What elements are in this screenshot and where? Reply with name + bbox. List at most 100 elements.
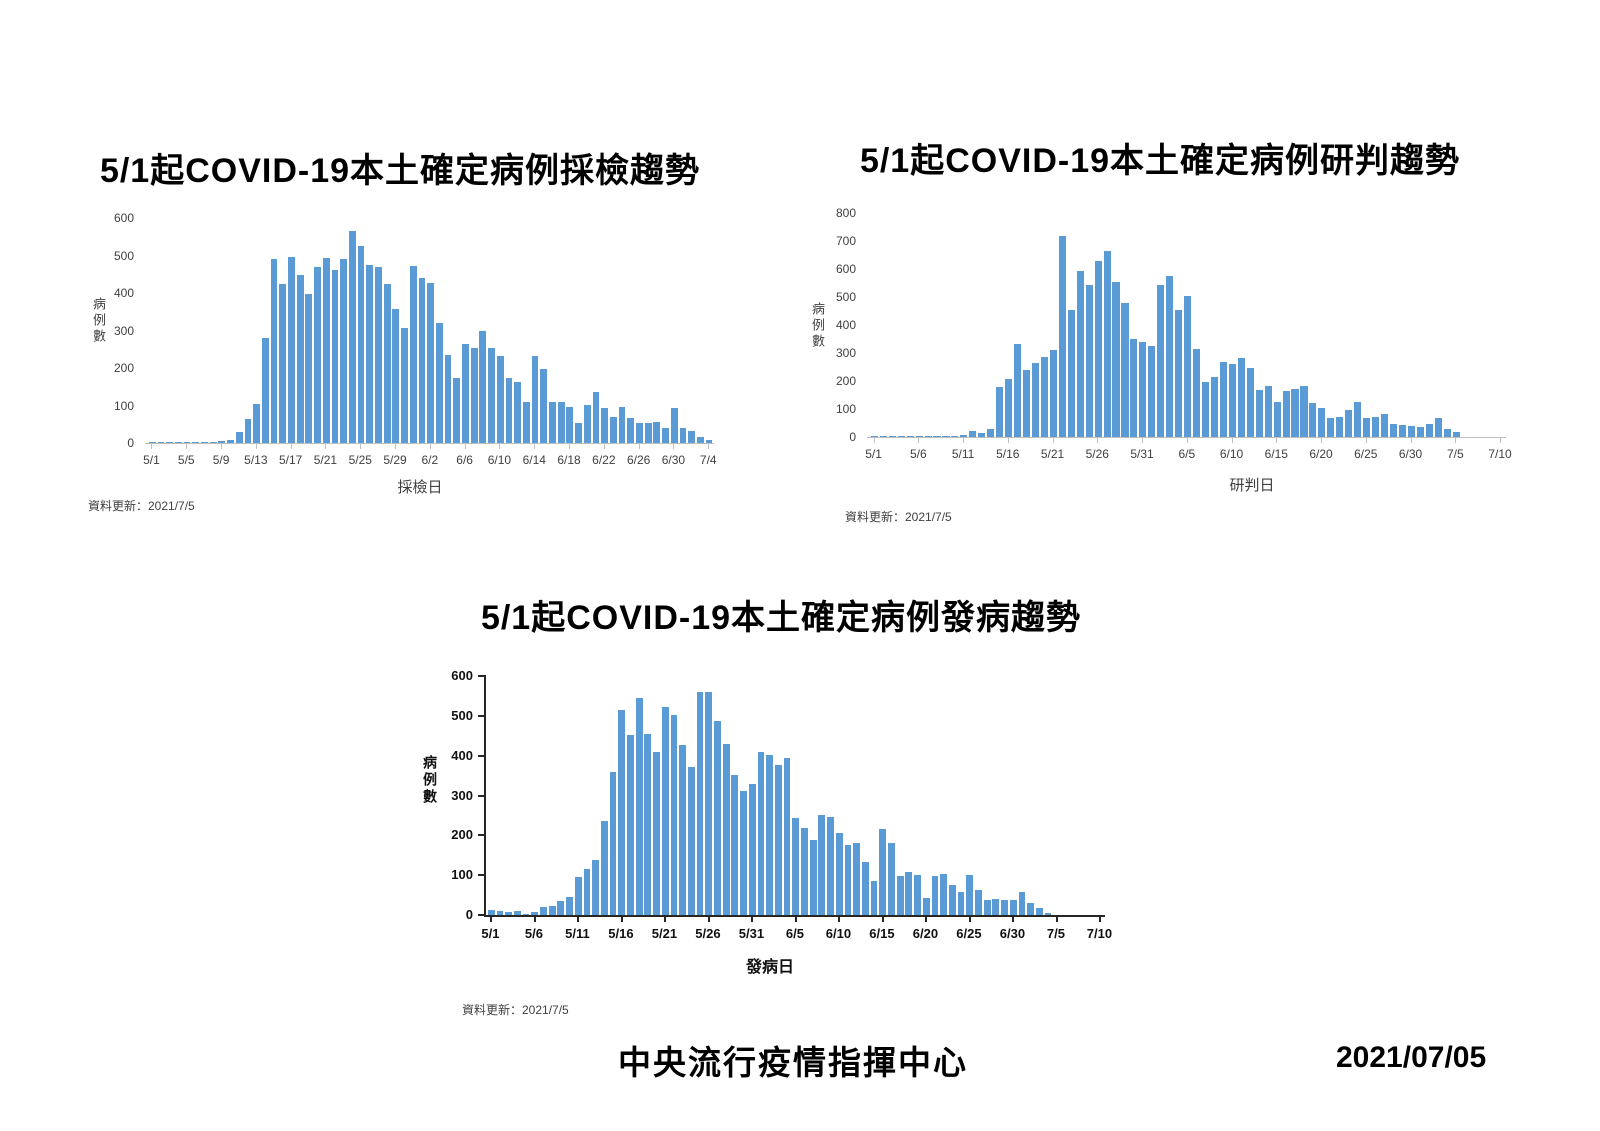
bar	[1049, 350, 1057, 437]
bar	[757, 752, 765, 915]
bar	[914, 875, 921, 915]
x-tick-label: 6/2	[421, 453, 439, 467]
bar	[557, 402, 565, 443]
x-tick-label: 6/25	[956, 926, 982, 941]
bar	[1443, 429, 1451, 437]
x-tick-mark	[490, 917, 493, 922]
bar	[670, 715, 678, 915]
bar	[1201, 382, 1210, 437]
x-tick-label: 6/25	[1354, 447, 1378, 461]
bar	[366, 265, 374, 443]
x-tick-label: 7/10	[1086, 926, 1113, 941]
bar	[844, 845, 852, 915]
bar	[774, 765, 782, 915]
x-tick-mark	[360, 444, 362, 449]
bar	[818, 815, 826, 915]
bar	[505, 912, 513, 915]
bar	[1009, 900, 1017, 915]
y-tick-label: 600	[835, 262, 856, 276]
bar	[827, 817, 834, 915]
bar	[1327, 418, 1335, 437]
x-tick-label: 5/29	[383, 453, 407, 467]
bar	[1336, 417, 1344, 437]
bar	[566, 897, 573, 915]
x-tick-label: 5/21	[651, 926, 678, 941]
bar	[1175, 310, 1183, 437]
bar	[505, 378, 513, 443]
bar	[696, 437, 704, 443]
x-tick-mark	[638, 444, 640, 449]
x-tick-label: 5/13	[244, 453, 268, 467]
bar	[157, 442, 165, 443]
bar	[662, 428, 669, 443]
y-tick-mark	[478, 834, 484, 837]
bar	[1300, 386, 1308, 437]
bar	[870, 436, 878, 437]
bar	[1246, 368, 1254, 437]
bar	[488, 348, 495, 443]
bar	[870, 881, 878, 915]
bar	[1130, 339, 1138, 437]
x-tick-label: 5/6	[524, 926, 543, 941]
chart-sampling-x-axis-label: 採檢日	[397, 479, 443, 496]
bar	[1282, 391, 1290, 437]
y-tick-mark	[478, 914, 484, 916]
bar	[540, 369, 548, 443]
x-tick-label: 6/15	[1264, 447, 1288, 461]
x-tick-label: 6/20	[912, 926, 939, 941]
y-tick-mark	[478, 794, 484, 797]
bar	[940, 874, 948, 915]
y-tick-label: 600	[451, 668, 473, 683]
bar	[879, 436, 887, 437]
x-tick-label: 5/26	[695, 926, 721, 941]
bar	[644, 423, 652, 443]
x-tick-label: 5/21	[313, 453, 338, 467]
bar	[987, 429, 995, 437]
chart-onset-y-axis-label: 病例數	[422, 755, 438, 806]
bar	[1193, 349, 1201, 437]
bar	[748, 784, 756, 915]
bar	[513, 911, 521, 915]
x-tick-mark	[925, 917, 928, 922]
x-tick-mark	[1142, 438, 1144, 443]
bar	[1416, 427, 1424, 437]
bar	[583, 869, 591, 915]
bar	[1219, 362, 1227, 437]
bar	[653, 422, 661, 443]
bar	[548, 906, 556, 915]
y-axis-line	[484, 675, 486, 917]
x-tick-label: 5/1	[865, 447, 882, 461]
bar	[618, 407, 626, 443]
bar	[915, 436, 923, 437]
bar	[1157, 285, 1165, 437]
x-tick-mark	[429, 444, 431, 449]
bar	[1031, 363, 1040, 437]
bar	[933, 436, 941, 437]
bar	[418, 278, 426, 443]
bar	[174, 442, 182, 443]
bar	[992, 899, 1000, 915]
bar	[331, 270, 339, 443]
x-tick-label: 6/22	[592, 453, 616, 467]
x-tick-mark	[395, 444, 397, 449]
x-tick-label: 6/10	[487, 453, 512, 467]
chart-confirmation-x-axis-label: 研判日	[1229, 477, 1275, 494]
x-tick-label: 6/26	[626, 453, 651, 467]
bar	[1184, 296, 1192, 437]
y-tick-label: 500	[113, 248, 134, 263]
bar	[731, 775, 739, 915]
x-tick-mark	[664, 917, 667, 922]
x-tick-mark	[1097, 438, 1099, 443]
bar	[635, 698, 643, 915]
bar	[1112, 282, 1120, 437]
bar	[522, 402, 530, 443]
bar	[653, 752, 660, 915]
bar	[253, 404, 261, 443]
x-tick-label: 5/31	[1130, 447, 1154, 461]
bar	[951, 436, 959, 437]
y-tick-mark	[478, 874, 484, 877]
x-tick-label: 5/26	[1085, 447, 1109, 461]
x-tick-label: 6/30	[661, 453, 686, 467]
x-tick-mark	[707, 917, 710, 922]
x-tick-mark	[1455, 438, 1457, 443]
